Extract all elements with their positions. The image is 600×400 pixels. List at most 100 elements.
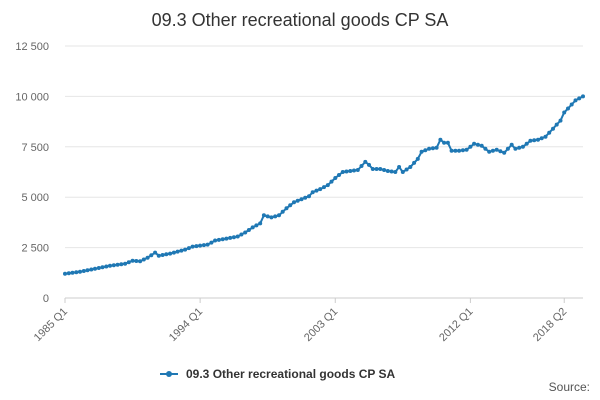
- data-point: [479, 143, 484, 148]
- data-point: [434, 145, 439, 150]
- data-point: [284, 206, 289, 211]
- data-point: [81, 269, 86, 273]
- data-point: [190, 244, 195, 249]
- data-point: [115, 262, 120, 267]
- legend-label: 09.3 Other recreational goods CP SA: [186, 367, 396, 381]
- data-point: [464, 147, 469, 152]
- y-tick-label: 2 500: [21, 243, 49, 255]
- data-point: [130, 258, 135, 263]
- data-point: [340, 170, 345, 174]
- data-point: [156, 253, 161, 258]
- data-point: [258, 221, 263, 226]
- data-point: [168, 251, 173, 256]
- chart-title: 09.3 Other recreational goods CP SA: [151, 10, 449, 30]
- data-point: [183, 247, 188, 252]
- data-point: [141, 257, 146, 262]
- data-point: [261, 213, 266, 218]
- data-point: [318, 187, 323, 192]
- data-point: [453, 148, 458, 153]
- x-tick-label: 1994 Q1: [167, 306, 205, 344]
- data-point: [438, 137, 443, 142]
- data-point: [216, 237, 221, 242]
- data-point: [348, 169, 353, 173]
- data-point: [468, 144, 473, 149]
- data-point: [487, 149, 492, 154]
- data-point: [205, 242, 210, 247]
- data-point: [554, 122, 559, 127]
- data-point: [231, 235, 236, 240]
- data-point: [78, 269, 82, 274]
- data-point: [209, 240, 214, 245]
- legend-point-marker: [166, 371, 172, 377]
- data-point: [277, 213, 281, 218]
- data-point: [483, 146, 488, 151]
- data-point: [198, 243, 203, 248]
- data-point: [337, 173, 341, 177]
- data-point: [164, 252, 169, 257]
- data-point: [138, 259, 143, 264]
- data-point: [201, 243, 206, 248]
- data-point: [359, 164, 364, 168]
- data-point: [490, 148, 495, 153]
- data-point: [126, 260, 131, 265]
- data-point: [160, 253, 165, 257]
- data-point: [352, 168, 356, 173]
- data-point: [179, 248, 184, 253]
- legend[interactable]: 09.3 Other recreational goods CP SA: [160, 367, 396, 381]
- x-tick-label: 2012 Q1: [437, 306, 475, 344]
- data-point: [370, 167, 375, 171]
- data-point: [145, 255, 150, 260]
- x-tick-label: 2018 Q2: [531, 306, 569, 344]
- data-point: [573, 98, 578, 103]
- data-point: [415, 156, 420, 161]
- data-point: [149, 253, 154, 258]
- data-point: [419, 149, 424, 154]
- data-point: [460, 148, 465, 153]
- data-point: [153, 250, 158, 255]
- data-point: [427, 146, 432, 151]
- data-point: [367, 162, 371, 167]
- data-point: [123, 261, 128, 266]
- data-point: [246, 228, 251, 232]
- data-point: [400, 170, 405, 174]
- data-point: [250, 225, 255, 230]
- x-tick-label: 2003 Q1: [302, 306, 340, 344]
- data-point: [502, 150, 507, 155]
- data-point: [524, 141, 529, 146]
- data-point: [265, 214, 270, 219]
- data-point: [314, 188, 319, 193]
- data-point: [228, 235, 233, 240]
- data-point: [517, 145, 522, 150]
- data-point: [63, 271, 67, 276]
- data-point: [243, 230, 248, 235]
- data-point: [412, 160, 417, 165]
- data-point: [355, 168, 360, 172]
- source-label: Source:: [548, 380, 590, 394]
- data-point: [322, 185, 326, 190]
- data-point: [310, 190, 315, 195]
- data-point: [385, 169, 390, 173]
- data-point: [254, 223, 259, 228]
- data-point: [111, 263, 116, 268]
- data-point: [74, 270, 79, 275]
- data-point: [475, 142, 480, 147]
- data-point: [577, 96, 582, 101]
- data-point: [528, 138, 533, 143]
- data-point: [333, 176, 338, 180]
- data-point: [498, 149, 503, 154]
- data-point: [70, 270, 75, 275]
- data-point: [551, 126, 555, 131]
- data-point: [239, 232, 244, 237]
- data-point: [104, 264, 109, 269]
- y-tick-label: 7 500: [21, 142, 49, 154]
- data-point: [280, 209, 285, 214]
- data-point: [513, 146, 518, 151]
- data-point: [558, 118, 563, 123]
- series-layer: [63, 94, 585, 276]
- data-point: [213, 238, 218, 243]
- data-point: [220, 237, 225, 242]
- data-point: [273, 214, 278, 219]
- data-point: [292, 200, 296, 205]
- data-point: [581, 94, 585, 99]
